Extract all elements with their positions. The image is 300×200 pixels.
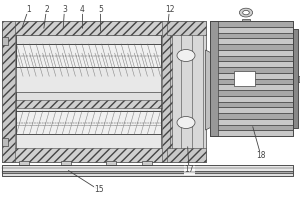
Bar [16,92,160,111]
Circle shape [177,116,195,129]
Bar [142,161,152,165]
Bar [167,21,206,35]
Bar [15,100,162,108]
Bar [19,161,29,165]
Bar [210,84,292,90]
Bar [2,138,8,146]
Circle shape [177,49,195,62]
Bar [210,44,292,50]
Circle shape [239,8,253,17]
Bar [210,38,292,44]
Bar [2,171,292,173]
Bar [2,21,15,162]
Bar [210,27,292,33]
Bar [292,29,298,128]
Bar [292,29,298,128]
Text: 15: 15 [94,186,104,194]
Text: 12: 12 [165,4,174,14]
Bar [234,72,255,86]
Bar [16,111,160,134]
Bar [210,50,292,56]
Bar [162,21,172,162]
Bar [2,173,292,176]
Bar [210,32,292,38]
Bar [210,21,292,27]
Bar [210,79,292,84]
Text: 5: 5 [98,4,103,14]
Circle shape [243,10,249,15]
Bar [61,161,71,165]
Bar [167,21,206,162]
Bar [210,21,292,136]
Bar [210,119,292,124]
Bar [210,124,292,130]
Text: 18: 18 [256,152,266,160]
Text: 2: 2 [44,4,49,14]
Bar [210,96,292,102]
Bar [167,148,206,162]
Bar [2,37,8,45]
Bar [210,102,292,107]
Bar [16,35,160,44]
Bar [2,165,292,171]
Bar [210,107,292,113]
Bar [242,19,250,21]
Text: 1: 1 [26,4,31,14]
Bar [210,113,292,119]
Text: 17: 17 [184,166,194,174]
Bar [2,148,172,162]
Bar [2,21,172,35]
Bar [16,44,160,67]
Bar [210,21,292,136]
Bar [16,111,160,134]
Bar [210,61,292,67]
Bar [106,161,116,165]
Text: 4: 4 [80,4,85,14]
Bar [2,165,292,176]
Bar [210,21,218,136]
Bar [210,55,292,61]
Bar [16,44,160,67]
Polygon shape [206,50,218,130]
Text: 3: 3 [62,4,67,14]
Bar [210,130,292,136]
Bar [298,75,300,82]
Bar [210,90,292,96]
Bar [2,21,172,162]
Bar [210,67,292,73]
Bar [210,73,292,79]
